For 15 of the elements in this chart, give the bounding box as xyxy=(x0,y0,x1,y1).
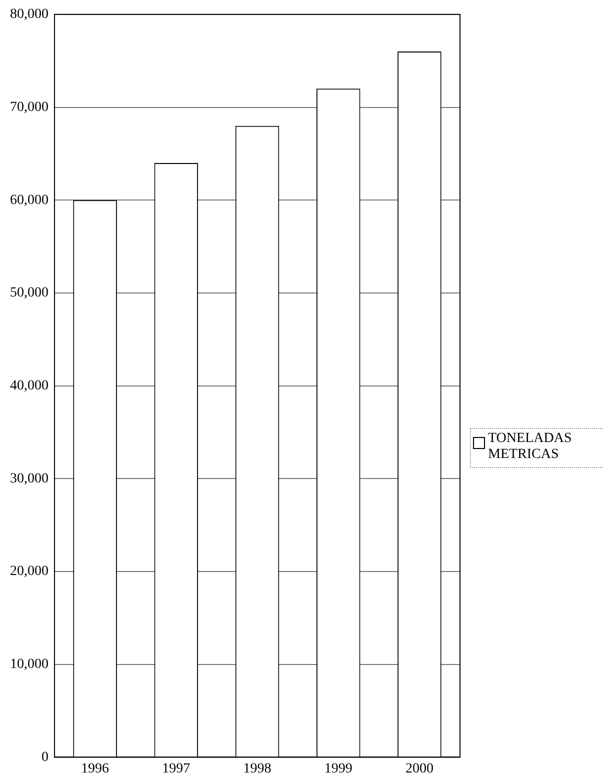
x-tick-label: 2000 xyxy=(405,761,434,776)
x-tick-label: 1996 xyxy=(81,761,110,776)
y-tick-label: 0 xyxy=(42,750,48,765)
y-tick-label: 70,000 xyxy=(10,100,48,115)
y-tick-label: 40,000 xyxy=(10,378,48,394)
y-tick-label: 80,000 xyxy=(10,7,48,22)
y-tick-label: 10,000 xyxy=(10,657,48,672)
y-tick-label: 20,000 xyxy=(10,564,48,580)
y-tick-label: 30,000 xyxy=(10,471,48,486)
x-tick-label: 1999 xyxy=(324,761,352,776)
x-tick-label: 1998 xyxy=(243,761,272,776)
y-tick-label: 60,000 xyxy=(10,192,48,208)
x-tick-label: 1997 xyxy=(162,761,190,776)
text: TONELADAS METRICAS xyxy=(488,431,573,463)
y-tick-label: 50,000 xyxy=(10,286,48,301)
